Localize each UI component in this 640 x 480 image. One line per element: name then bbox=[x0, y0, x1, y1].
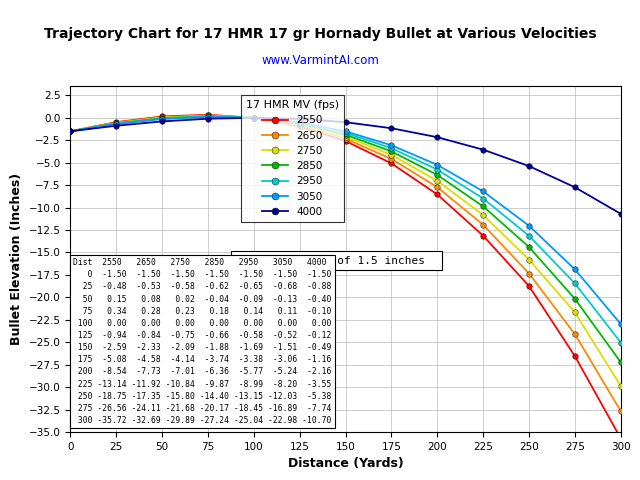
Text: Dist  2550   2650   2750   2850   2950   3050   4000
   0  -1.50  -1.50  -1.50  : Dist 2550 2650 2750 2850 2950 3050 4000 … bbox=[73, 258, 332, 425]
Text: Scope Height of 1.5 inches: Scope Height of 1.5 inches bbox=[236, 256, 438, 266]
X-axis label: Distance (Yards): Distance (Yards) bbox=[288, 457, 403, 470]
Legend: 2550, 2650, 2750, 2850, 2950, 3050, 4000: 2550, 2650, 2750, 2850, 2950, 3050, 4000 bbox=[241, 95, 344, 222]
Text: Trajectory Chart for 17 HMR 17 gr Hornady Bullet at Various Velocities: Trajectory Chart for 17 HMR 17 gr Hornad… bbox=[44, 26, 596, 41]
Y-axis label: Bullet Elevation (Inches): Bullet Elevation (Inches) bbox=[10, 173, 23, 345]
Text: www.VarmintAI.com: www.VarmintAI.com bbox=[261, 53, 379, 67]
